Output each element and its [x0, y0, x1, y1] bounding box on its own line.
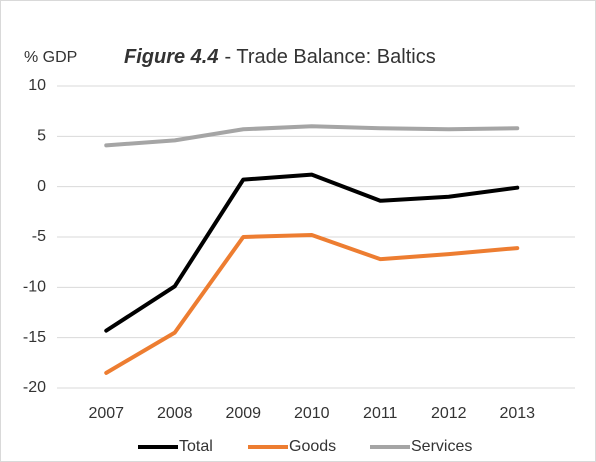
y-tick-label: 5	[37, 128, 46, 145]
x-tick-label: 2013	[499, 405, 535, 422]
x-tick-label: 2007	[88, 405, 124, 422]
x-tick-label: 2012	[431, 405, 467, 422]
series-line	[104, 172, 520, 333]
legend-label: Services	[411, 438, 472, 455]
chart-title: Figure 4.4 - Trade Balance: Baltics	[124, 46, 436, 68]
title-rest: - Trade Balance: Baltics	[224, 46, 435, 68]
x-tick-label: 2010	[294, 405, 330, 422]
x-tick-label: 2009	[225, 405, 261, 422]
x-tick-label: 2011	[363, 405, 398, 422]
y-tick-label: 10	[28, 77, 46, 94]
y-tick-label: -10	[23, 279, 46, 296]
legend-label: Goods	[289, 438, 336, 455]
x-tick-label: 2008	[157, 405, 193, 422]
series-line	[104, 232, 520, 375]
y-tick-label: -5	[32, 228, 46, 245]
y-tick-label: -15	[23, 329, 46, 346]
series-line	[104, 124, 520, 148]
y-axis-label: % GDP	[24, 49, 77, 66]
title-bold: Figure 4.4	[124, 46, 218, 68]
legend-label: Total	[179, 438, 213, 455]
y-tick-label: 0	[37, 178, 46, 195]
y-tick-label: -20	[23, 379, 46, 396]
